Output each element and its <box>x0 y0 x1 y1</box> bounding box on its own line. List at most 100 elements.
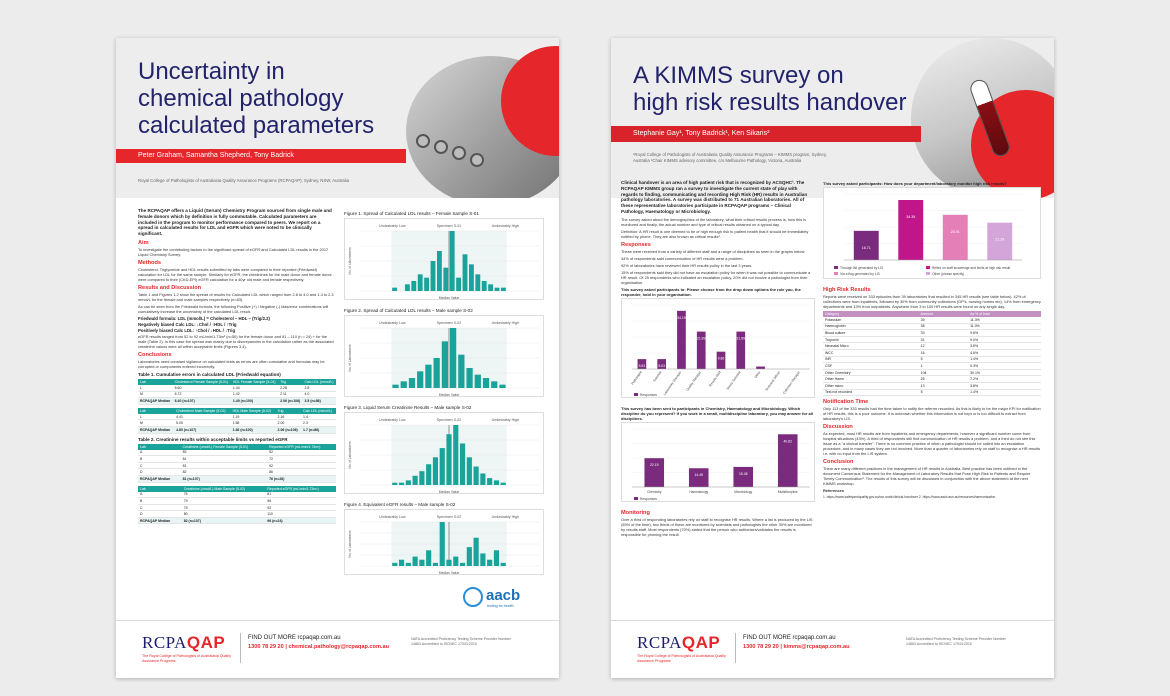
table-header: Lab <box>138 485 182 492</box>
x-axis-label: Median Value <box>439 571 460 575</box>
paragraph: To investigate the contributing factors … <box>138 246 329 257</box>
table-cell: Troponin <box>823 336 919 344</box>
range-label-low: Undesirably Low <box>379 321 406 325</box>
legend-swatch <box>634 496 638 500</box>
table-cell: RCPAQAP Median <box>138 426 175 434</box>
table-header: HDL Male Sample (5-02) <box>230 407 276 414</box>
table-header: As % of total <box>968 311 1041 317</box>
table-cell: 110 <box>265 510 336 518</box>
table-creatinine-female: Lab Creatinine (umol/L) Female Sample (5-… <box>138 443 336 483</box>
specimen-label: Specimen S-02 <box>437 418 462 422</box>
section-heading: Responses <box>621 241 651 248</box>
section-heading: Methods <box>138 259 161 266</box>
poster-footer: RCPAQAP The Royal College of Pathologist… <box>116 620 559 678</box>
data-label: 21.89 <box>737 336 746 340</box>
table-cell: 2.06 (n=106) <box>278 397 303 405</box>
figure-caption: Figure 4. Equivalent eGFR results – Male… <box>344 502 456 507</box>
data-label: 9.86 <box>718 356 725 360</box>
category-label: Other <box>754 369 762 379</box>
category-label: Results Staff <box>708 370 722 387</box>
table-cell: 39 <box>918 317 969 324</box>
data-label: 40.62 <box>784 439 793 443</box>
histogram-ldl-male: Undesirably Low Specimen S-02 Undesirably … <box>344 315 544 397</box>
table-cell: 1 <box>918 362 969 370</box>
affiliation: Royal College of Pathologists of Austral… <box>138 178 349 183</box>
histogram-bar <box>412 556 418 566</box>
find-out-more-link[interactable]: FIND OUT MORE rcpaqap.com.au <box>743 635 836 641</box>
table-cell: 7.2% <box>968 375 1041 383</box>
range-label-high: Undesirably High <box>492 515 519 519</box>
logo-qap: QAP <box>186 633 226 652</box>
histogram-bar <box>466 547 472 566</box>
table-cell: Neonatal Micro <box>823 342 919 350</box>
table-row: A 83 52 <box>138 449 336 457</box>
x-axis-label: Median Value <box>439 393 460 397</box>
table-cell: 92 <box>265 504 336 512</box>
affiliation: ¹Royal College of Pathologists of Austra… <box>633 152 827 163</box>
histogram-bar <box>439 522 445 566</box>
table-caption: Table 2. Creatinine results within accep… <box>138 436 288 442</box>
histogram-bar <box>482 378 490 388</box>
table-cell: 4.6% <box>968 349 1041 357</box>
table-row: Haemoglobin 38 11.0% <box>823 323 1041 331</box>
legend-swatch <box>834 272 838 275</box>
histogram-bar <box>417 274 423 291</box>
table-cell: 2.8 <box>302 384 336 392</box>
paragraph: The survey asked about the demographics … <box>621 216 807 227</box>
legend-label: Responses <box>640 497 657 501</box>
table-header: Reported eGFR (mL/min/1.73m²) <box>265 485 336 492</box>
histogram-bar <box>405 562 411 566</box>
table-cell: Test not recorded <box>823 389 919 397</box>
histogram-ldl-female: Undesirably Low Specimen S-01 Undesirably … <box>344 218 544 300</box>
section-heading: High Risk Results <box>823 287 871 293</box>
table-creatinine-male: Lab Creatinine (umol/L) Male Sample (5-02… <box>138 485 336 525</box>
table-cell: 6.40 (n=107) <box>172 397 231 405</box>
histogram-bar <box>432 562 439 566</box>
data-label: 22.19 <box>650 463 659 467</box>
table-row: RCPAQAP Median 4.80 (n=107) 1.36 (n=100) 2.… <box>138 426 336 434</box>
table-cell: 2.3 <box>301 419 336 427</box>
bar <box>756 366 765 369</box>
bar <box>853 230 879 260</box>
table-header: Lab <box>138 378 173 385</box>
table-row: L 5.60 1.44 2.28 2.8 <box>138 384 336 392</box>
table-cell: 4.80 (n=107) <box>174 426 231 434</box>
contact-info[interactable]: 1300 78 29 20 | kimms@rcpaqap.com.au <box>743 644 850 650</box>
table-cell: A <box>138 449 181 457</box>
histogram-egfr-male: Undesirably Low Specimen S-02 Undesirably … <box>344 509 544 575</box>
poster-kimms: A KIMMS survey on high risk results hand… <box>611 38 1054 678</box>
table-cell: 1.42 <box>230 391 279 399</box>
table-header: Reported eGFR (mL/min/1.73m²) <box>267 443 336 450</box>
table-cell: 81 <box>180 455 268 463</box>
table-cell: 83 <box>180 449 268 457</box>
section-heading: Monitoring <box>621 509 650 516</box>
table-cell: RCPAQAP Median <box>138 397 173 405</box>
table-cell: 31 <box>918 336 969 344</box>
legend-swatch <box>926 266 930 269</box>
figure-caption: Figure 1. Spread of Calculated LDL resul… <box>344 211 479 216</box>
contact-info[interactable]: 1300 78 29 20 | chemical.pathology@rcpaq… <box>248 644 390 650</box>
nata-accreditation: NATA Accredited Proficiency Testing Sche… <box>411 637 511 646</box>
find-out-more-link[interactable]: FIND OUT MORE rcpaqap.com.au <box>248 635 341 641</box>
histogram-bar <box>446 434 452 485</box>
histogram-bar <box>500 562 506 566</box>
nata-accreditation: NATA Accredited Proficiency Testing Sche… <box>906 637 1006 646</box>
category-label: Quality Manager <box>685 369 702 391</box>
table-cell: C <box>138 504 182 512</box>
data-label: 34.19 <box>677 316 686 320</box>
test-tube-image <box>434 140 448 154</box>
table-cell: 81 (n=107) <box>180 475 268 483</box>
logo-subtitle: The Royal College of Pathologists of Aus… <box>637 654 726 663</box>
section-heading: Conclusions <box>138 351 172 358</box>
paragraph: Table 1 and Figures 1,2 show the spread … <box>138 291 334 302</box>
histogram-bar <box>419 471 425 485</box>
table-cell: 1.36 (n=100) <box>230 426 276 434</box>
table-cell: Other Haem <box>823 375 919 383</box>
histogram-bar <box>426 464 432 485</box>
monitoring-bar-chart: 16.71 34.39 25.91 21.39 Through list generat… <box>823 187 1041 279</box>
table-cell: 2.00 <box>275 419 302 427</box>
histogram-bar <box>458 354 465 388</box>
paragraph: 92% of laboratories have reviewed their … <box>621 262 753 268</box>
poster-title: A KIMMS survey on high risk results hand… <box>633 62 906 116</box>
histogram-bar <box>433 358 440 388</box>
